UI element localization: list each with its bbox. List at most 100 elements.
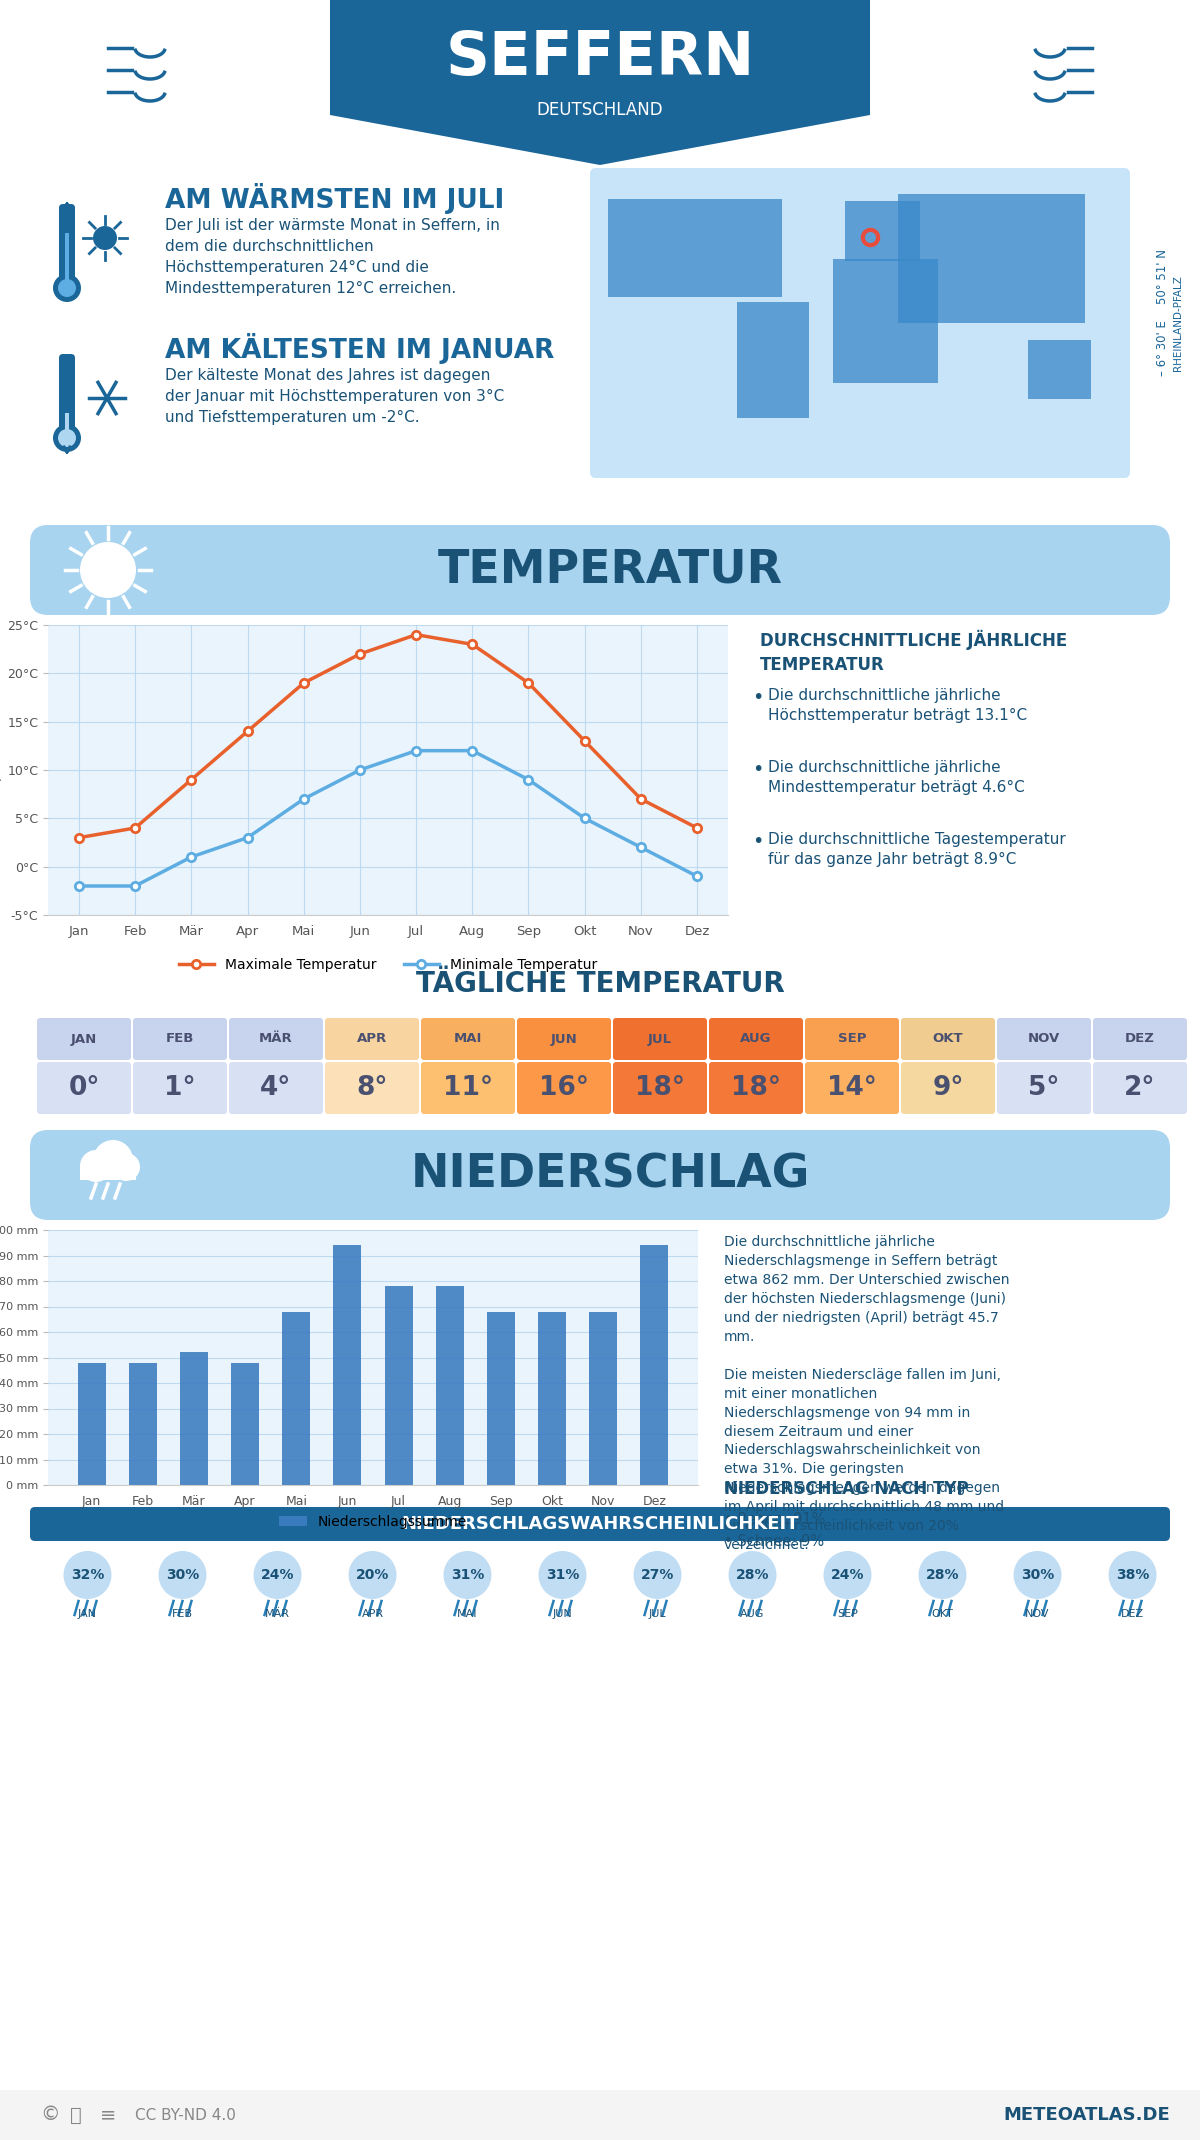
- Text: JAN: JAN: [71, 1031, 97, 1046]
- Circle shape: [53, 424, 82, 452]
- Text: 18°: 18°: [635, 1074, 685, 1100]
- Text: MAI: MAI: [457, 1609, 478, 1620]
- Text: AM KÄLTESTEN IM JANUAR: AM KÄLTESTEN IM JANUAR: [166, 334, 554, 364]
- Text: •: •: [752, 832, 763, 852]
- Circle shape: [80, 1149, 112, 1181]
- Text: APR: APR: [356, 1031, 388, 1046]
- Text: OKT: OKT: [932, 1031, 964, 1046]
- Bar: [0, 2091, 1200, 2140]
- FancyBboxPatch shape: [80, 1166, 136, 1179]
- Text: ≡: ≡: [100, 2106, 116, 2125]
- Text: DEZ: DEZ: [1126, 1031, 1154, 1046]
- Text: Der kälteste Monat des Jahres ist dagegen
der Januar mit Höchsttemperaturen von : Der kälteste Monat des Jahres ist dagege…: [166, 368, 504, 426]
- Polygon shape: [845, 201, 920, 261]
- Text: JUL: JUL: [649, 1609, 666, 1620]
- FancyBboxPatch shape: [421, 1061, 515, 1115]
- Circle shape: [112, 1153, 140, 1181]
- Text: 11°: 11°: [443, 1074, 493, 1100]
- FancyBboxPatch shape: [59, 203, 74, 282]
- Text: 14°: 14°: [827, 1074, 877, 1100]
- Text: 9°: 9°: [932, 1074, 964, 1100]
- Bar: [180, 1352, 208, 1485]
- Text: 1°: 1°: [164, 1074, 196, 1100]
- Text: – 6° 30' E: – 6° 30' E: [1156, 319, 1169, 377]
- Text: NIEDERSCHLAG: NIEDERSCHLAG: [410, 1153, 810, 1198]
- FancyBboxPatch shape: [229, 1019, 323, 1059]
- Text: NOV: NOV: [1028, 1031, 1060, 1046]
- FancyBboxPatch shape: [30, 524, 1170, 614]
- Circle shape: [1109, 1552, 1157, 1599]
- Text: AUG: AUG: [740, 1609, 764, 1620]
- Legend: Maximale Temperatur, Minimale Temperatur: Maximale Temperatur, Minimale Temperatur: [173, 952, 602, 978]
- Text: 30%: 30%: [1021, 1569, 1054, 1581]
- Bar: [334, 1245, 361, 1485]
- Bar: [641, 1245, 668, 1485]
- Text: MAI: MAI: [454, 1031, 482, 1046]
- Circle shape: [94, 1141, 133, 1179]
- Text: 50° 51' N: 50° 51' N: [1156, 248, 1169, 304]
- Polygon shape: [898, 195, 1085, 323]
- Bar: [282, 1312, 311, 1485]
- Bar: [384, 1286, 413, 1485]
- Polygon shape: [330, 0, 870, 165]
- Text: 8°: 8°: [356, 1074, 388, 1100]
- Polygon shape: [1028, 340, 1091, 398]
- Text: AUG: AUG: [740, 1031, 772, 1046]
- Text: 16°: 16°: [539, 1074, 589, 1100]
- Text: Die durchschnittliche jährliche
Höchsttemperatur beträgt 13.1°C: Die durchschnittliche jährliche Höchstte…: [768, 687, 1027, 723]
- FancyBboxPatch shape: [613, 1061, 707, 1115]
- Bar: [538, 1312, 566, 1485]
- FancyBboxPatch shape: [30, 1507, 1170, 1541]
- FancyBboxPatch shape: [37, 1061, 131, 1115]
- Bar: [78, 1363, 106, 1485]
- Circle shape: [80, 541, 136, 597]
- Text: MÄR: MÄR: [259, 1031, 293, 1046]
- Text: 31%: 31%: [451, 1569, 484, 1581]
- Text: 32%: 32%: [71, 1569, 104, 1581]
- FancyBboxPatch shape: [901, 1061, 995, 1115]
- Circle shape: [53, 274, 82, 302]
- Text: 0°: 0°: [68, 1074, 100, 1100]
- Text: DURCHSCHNITTLICHE JÄHRLICHE
TEMPERATUR: DURCHSCHNITTLICHE JÄHRLICHE TEMPERATUR: [760, 629, 1067, 674]
- Text: METEOATLAS.DE: METEOATLAS.DE: [1003, 2106, 1170, 2125]
- Bar: [232, 1363, 259, 1485]
- FancyBboxPatch shape: [133, 1019, 227, 1059]
- FancyBboxPatch shape: [590, 169, 1130, 477]
- Text: 28%: 28%: [925, 1569, 959, 1581]
- Text: •: •: [752, 760, 763, 779]
- Circle shape: [634, 1552, 682, 1599]
- FancyBboxPatch shape: [901, 1019, 995, 1059]
- Circle shape: [444, 1552, 492, 1599]
- Text: 38%: 38%: [1116, 1569, 1150, 1581]
- FancyBboxPatch shape: [517, 1019, 611, 1059]
- Circle shape: [158, 1552, 206, 1599]
- Text: NOV: NOV: [1025, 1609, 1050, 1620]
- Text: JUN: JUN: [551, 1031, 577, 1046]
- Text: 4°: 4°: [260, 1074, 292, 1100]
- FancyBboxPatch shape: [997, 1061, 1091, 1115]
- Text: APR: APR: [361, 1609, 384, 1620]
- FancyBboxPatch shape: [37, 1019, 131, 1059]
- Text: RHEINLAND-PFALZ: RHEINLAND-PFALZ: [1174, 276, 1183, 370]
- Bar: [436, 1286, 464, 1485]
- FancyBboxPatch shape: [421, 1019, 515, 1059]
- Circle shape: [1014, 1552, 1062, 1599]
- FancyBboxPatch shape: [30, 1130, 1170, 1220]
- FancyBboxPatch shape: [65, 233, 70, 289]
- Text: 31%: 31%: [546, 1569, 580, 1581]
- FancyBboxPatch shape: [613, 1019, 707, 1059]
- Circle shape: [728, 1552, 776, 1599]
- Text: 28%: 28%: [736, 1569, 769, 1581]
- FancyBboxPatch shape: [133, 1061, 227, 1115]
- Text: Die durchschnittliche jährliche
Mindesttemperatur beträgt 4.6°C: Die durchschnittliche jährliche Mindestt…: [768, 760, 1025, 796]
- Polygon shape: [833, 259, 938, 383]
- Text: Die durchschnittliche Tagestemperatur
für das ganze Jahr beträgt 8.9°C: Die durchschnittliche Tagestemperatur fü…: [768, 832, 1066, 867]
- Text: 30%: 30%: [166, 1569, 199, 1581]
- Polygon shape: [608, 199, 782, 297]
- FancyBboxPatch shape: [709, 1019, 803, 1059]
- Circle shape: [253, 1552, 301, 1599]
- Text: MÄR: MÄR: [265, 1609, 290, 1620]
- Text: JAN: JAN: [78, 1609, 97, 1620]
- FancyBboxPatch shape: [1093, 1061, 1187, 1115]
- Text: SEP: SEP: [838, 1031, 866, 1046]
